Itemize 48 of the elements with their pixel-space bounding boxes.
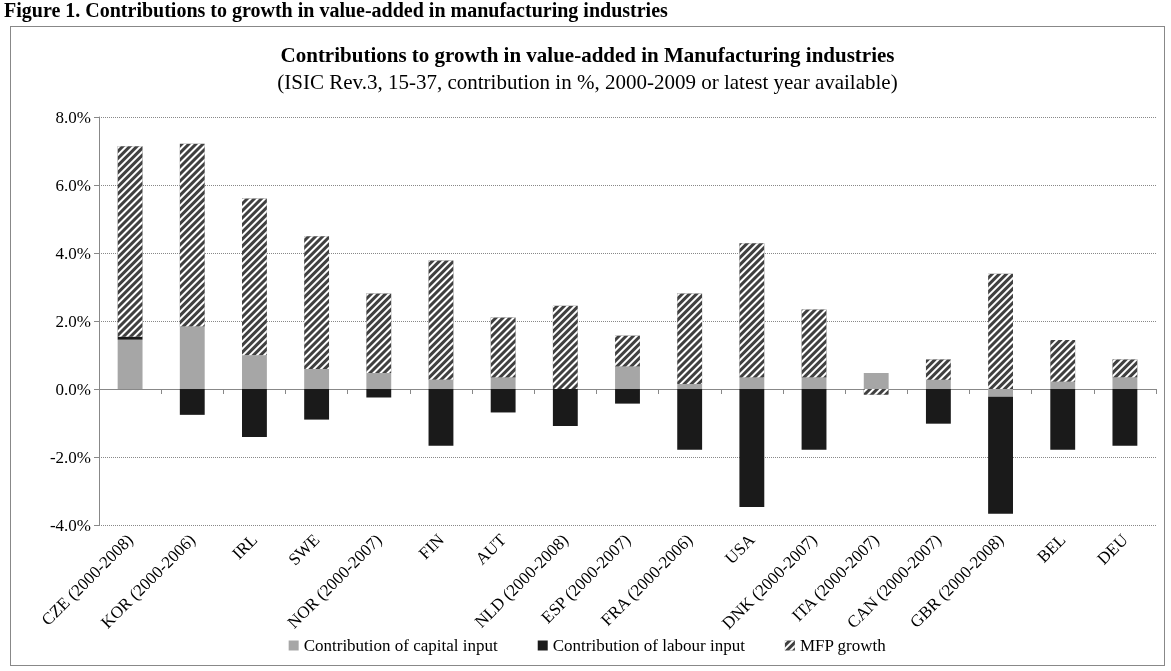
y-tick-label: 6.0% — [55, 175, 91, 195]
bar — [615, 389, 640, 404]
bar — [304, 389, 330, 420]
bar — [179, 326, 205, 389]
bar — [988, 396, 1013, 514]
bar — [739, 389, 765, 507]
bar — [1112, 389, 1138, 446]
bar — [117, 336, 143, 340]
bar — [117, 339, 143, 389]
x-tick-label: IRL — [228, 530, 262, 564]
bar — [677, 389, 703, 450]
bar — [428, 389, 454, 446]
y-tick-label: 0.0% — [55, 379, 91, 399]
bar — [304, 368, 330, 389]
bar — [490, 389, 516, 413]
x-tick-label: FIN — [414, 530, 448, 564]
bar — [179, 389, 205, 415]
legend-label: Contribution of capital input — [303, 636, 498, 655]
bar — [428, 379, 454, 389]
bar — [1112, 377, 1138, 389]
bar — [366, 373, 392, 389]
y-tick-label: -4.0% — [49, 515, 91, 535]
bar — [863, 373, 889, 389]
caption: Figure 1. Contributions to growth in value-added in manufacturing industries — [3, 0, 669, 24]
bar — [615, 366, 640, 389]
bar — [925, 389, 951, 424]
bar — [677, 383, 703, 389]
chart-title: Contributions to growth in value-added in Manufacturing industries — [280, 42, 895, 67]
x-tick-label: BEL — [1033, 530, 1070, 567]
bar — [801, 389, 827, 450]
y-tick-label: 8.0% — [55, 107, 91, 127]
bar — [242, 355, 267, 389]
bar — [801, 377, 827, 389]
bar — [1050, 389, 1076, 450]
bar — [1050, 381, 1076, 389]
bar — [739, 377, 765, 389]
y-tick-label: -2.0% — [49, 447, 91, 467]
legend-label: Contribution of labour input — [552, 636, 746, 655]
chart-subtitle: (ISIC Rev.3, 15-37, contribution in %, 2000-2009 or latest year available) — [277, 69, 898, 94]
y-tick-label: 2.0% — [55, 311, 91, 331]
bar — [366, 389, 392, 398]
bar — [552, 389, 578, 427]
legend-label: MFP growth — [799, 636, 887, 655]
y-tick-label: 4.0% — [55, 243, 91, 263]
bar — [988, 389, 1013, 397]
bar — [490, 377, 516, 389]
bar — [242, 389, 267, 437]
bar — [925, 379, 951, 389]
